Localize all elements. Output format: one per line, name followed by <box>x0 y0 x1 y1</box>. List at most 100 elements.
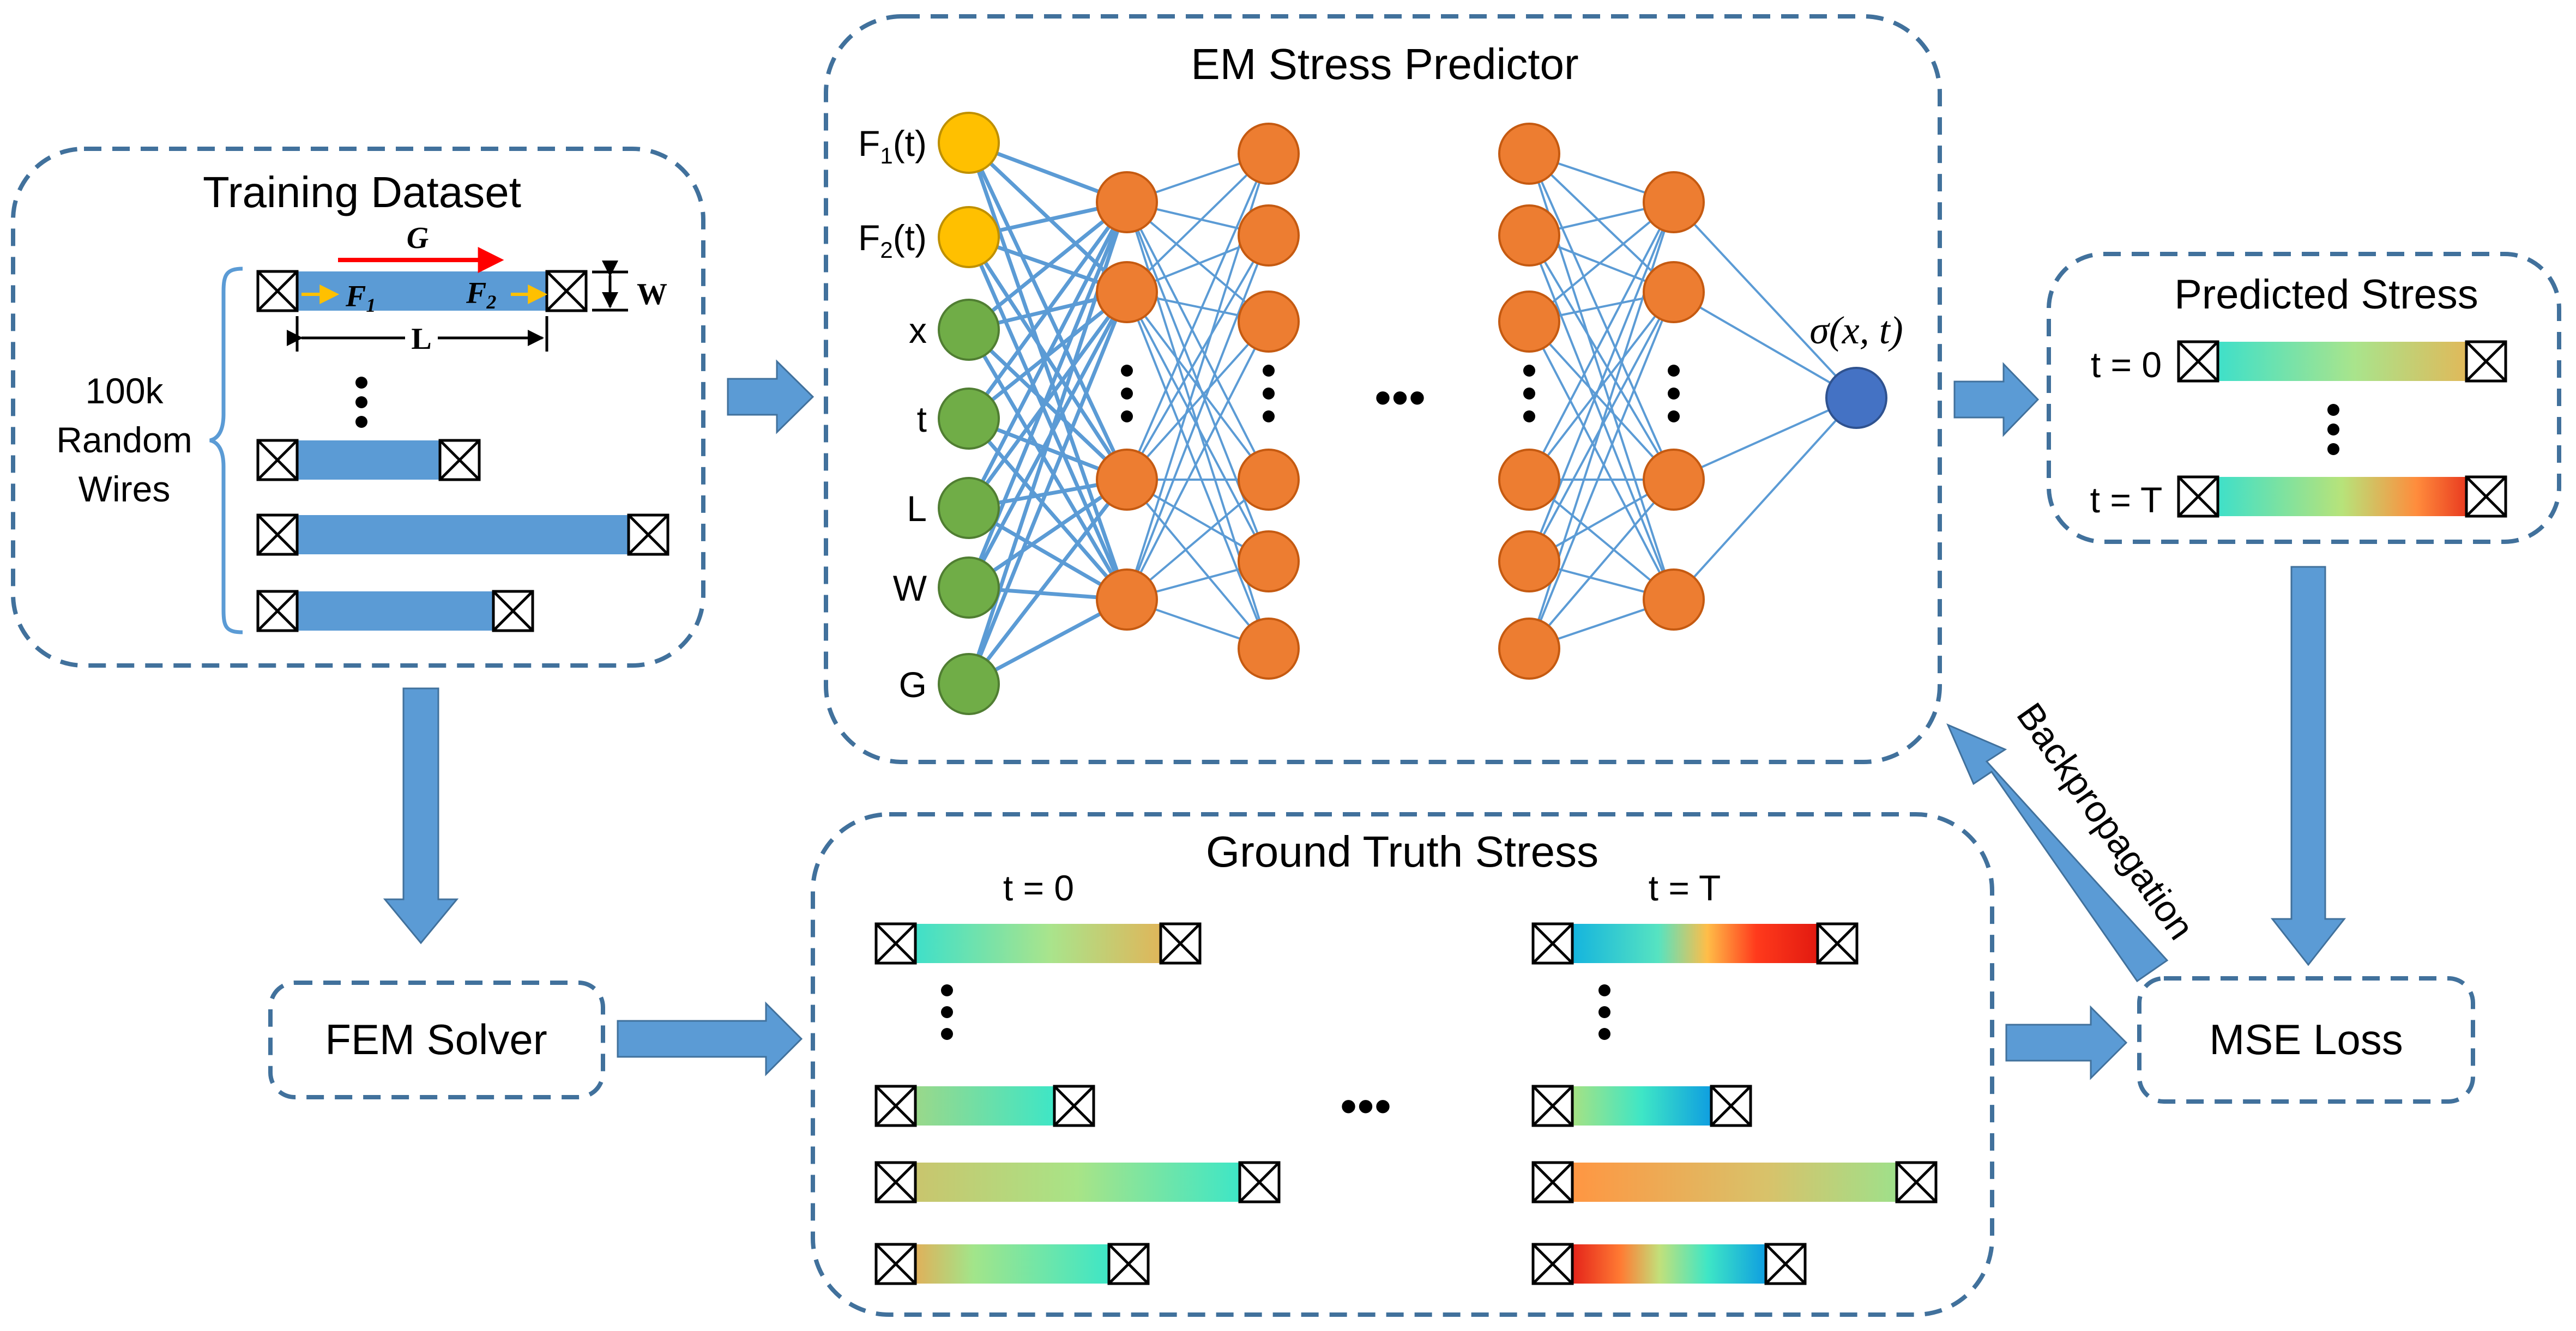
nn-connection <box>1126 235 1270 600</box>
input-neuron <box>938 477 1000 539</box>
nn-connection <box>967 417 1129 601</box>
hidden-neuron <box>1498 291 1560 353</box>
wire-2 <box>256 439 481 481</box>
arrow-backpropagation <box>1946 723 2169 983</box>
hidden-neuron <box>1238 123 1300 185</box>
arrow-groundtruth-to-mse <box>2005 1005 2128 1080</box>
width-label: W <box>637 277 667 311</box>
hidden-neuron <box>1238 530 1300 592</box>
nn-connection <box>967 291 1129 510</box>
em-stress-predictor-panel <box>824 14 1942 764</box>
hidden-neuron <box>1643 568 1705 631</box>
nn-connection <box>967 291 1129 685</box>
nn-connection <box>1528 479 1675 650</box>
nn-connection <box>967 201 1129 420</box>
wire-3 <box>256 513 669 556</box>
hidden-neuron <box>1096 171 1158 233</box>
nn-connection <box>1126 292 1270 562</box>
predicted-row-t0-label: t = 0 <box>2091 344 2162 385</box>
wire-4 <box>256 590 534 632</box>
flux1-label: F1 <box>345 280 376 316</box>
hidden-neuron <box>1096 261 1158 323</box>
nn-middle-ellipsis: ••• <box>1374 371 1426 425</box>
wire-1-right-terminal <box>545 270 588 312</box>
nn-connection <box>1673 201 1857 399</box>
nn-connection <box>1528 153 1675 480</box>
arrow-predictor-to-predicted <box>1953 362 2040 437</box>
arrow-predicted-to-mse <box>2270 566 2346 966</box>
nn-connection <box>1126 234 1270 481</box>
gt-bar-t0-4 <box>874 1243 1150 1285</box>
input-neuron <box>938 556 1000 619</box>
gt-bar-tT-3 <box>1531 1161 1938 1203</box>
hidden-neuron <box>1498 530 1560 592</box>
nn-connection <box>1528 202 1675 480</box>
nn-connection <box>967 478 1129 686</box>
input-label: F1(t) <box>858 123 927 168</box>
nn-connection <box>1528 320 1675 481</box>
predicted-stress-bars <box>2177 340 2507 518</box>
gt-bar-tT-4 <box>1531 1243 1807 1285</box>
length-label: L <box>411 322 431 356</box>
nn-connection <box>1126 202 1270 562</box>
ground-truth-bars <box>874 922 1938 1285</box>
input-neuron <box>938 112 1000 174</box>
predicted-stress-title: Predicted Stress <box>2174 271 2478 318</box>
nn-connection <box>1126 320 1270 481</box>
input-label: W <box>893 568 927 608</box>
hidden-neuron <box>1643 171 1705 233</box>
nn-connection <box>1126 202 1270 480</box>
nn-connection <box>1528 292 1675 649</box>
input-neuron <box>938 206 1000 268</box>
ground-truth-t0-label: t = 0 <box>1003 868 1074 908</box>
nn-connection <box>967 329 1129 601</box>
training-dataset-title: Training Dataset <box>203 168 521 216</box>
hidden-neuron <box>1498 449 1560 511</box>
gt-bar-t0-2 <box>874 1085 1095 1127</box>
input-label: x <box>909 310 927 350</box>
hidden-neuron <box>1498 123 1560 185</box>
ground-truth-middle-ellipsis: ••• <box>1340 1079 1392 1134</box>
nn-connection <box>967 142 1129 601</box>
arrow-fem-to-groundtruth <box>617 1001 803 1076</box>
width-dimension <box>592 261 628 312</box>
nn-connection <box>1528 202 1675 562</box>
nn-connection <box>1528 234 1675 481</box>
hidden-neuron <box>1498 204 1560 267</box>
nn-connection <box>1528 321 1675 600</box>
ground-truth-ellipses <box>941 984 1610 1040</box>
nn-connections <box>967 141 1857 686</box>
side-label-line-2: Random <box>56 420 192 460</box>
nn-connection <box>967 201 1129 331</box>
arrow-training-to-fem <box>383 687 459 945</box>
em-stress-predictor-title: EM Stress Predictor <box>1191 40 1578 88</box>
input-label: L <box>907 488 927 529</box>
predicted-ellipsis <box>2327 404 2339 455</box>
output-label: σ(x, t) <box>1809 308 1903 352</box>
input-neuron <box>938 388 1000 450</box>
nn-neurons <box>938 112 1887 715</box>
predicted-stress-panel <box>2047 252 2561 544</box>
ground-truth-tT-label: t = T <box>1649 868 1721 908</box>
output-neuron <box>1825 367 1887 429</box>
nn-layer-ellipses <box>1121 365 1680 422</box>
mse-loss-box <box>2137 976 2475 1104</box>
nn-connection <box>967 328 1129 481</box>
side-label-line-1: 100k <box>85 371 164 411</box>
predicted-bar-t0 <box>2177 340 2507 383</box>
nn-connection <box>1126 479 1270 650</box>
input-neuron <box>938 299 1000 361</box>
wire-ellipsis <box>355 377 367 428</box>
side-label-line-3: Wires <box>79 469 171 509</box>
hidden-neuron <box>1096 449 1158 511</box>
hidden-neuron <box>1238 291 1300 353</box>
wire-1-body <box>297 271 547 311</box>
input-label: F2(t) <box>858 217 927 263</box>
nn-connection <box>967 201 1129 509</box>
nn-connection <box>1528 291 1675 481</box>
hidden-neuron <box>1238 618 1300 680</box>
wire-group-brace <box>209 267 243 634</box>
nn-connection <box>1528 235 1675 600</box>
gt-bar-t0-1 <box>874 922 1202 965</box>
